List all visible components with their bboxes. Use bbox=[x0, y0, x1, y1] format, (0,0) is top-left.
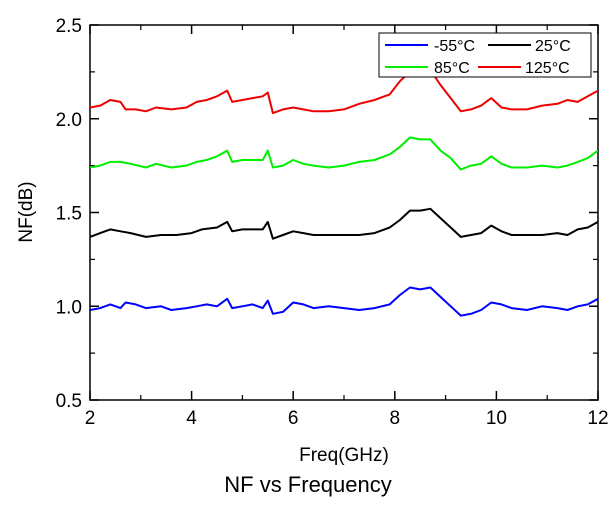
y-tick-label: 2.0 bbox=[56, 110, 82, 131]
nf-vs-frequency-chart: 2 4 6 8 10 12 0.5 1.0 1.5 2.0 2.5 Freq(GHz) NF(dB)… bbox=[16, 16, 609, 466]
x-tick-label: 2 bbox=[85, 408, 96, 429]
y-tick-label: 2.5 bbox=[56, 16, 82, 37]
legend-label-series-2: 85°C bbox=[434, 60, 470, 77]
series-line-0 bbox=[90, 286, 598, 317]
series-layer bbox=[90, 67, 598, 317]
legend: -55°C 25°C 85°C 125°C bbox=[378, 32, 592, 78]
x-tick-label: 8 bbox=[390, 408, 401, 429]
series-line-3 bbox=[90, 67, 598, 115]
series-line-1 bbox=[90, 207, 598, 240]
legend-box bbox=[378, 32, 592, 78]
y-tick-label: 1.5 bbox=[56, 204, 82, 225]
x-tick-label: 12 bbox=[587, 408, 608, 429]
y-tick-label: 1.0 bbox=[56, 297, 82, 318]
x-axis-label: Freq(GHz) bbox=[299, 445, 389, 466]
tick-labels: 2 4 6 8 10 12 0.5 1.0 1.5 2.0 2.5 bbox=[56, 16, 609, 429]
x-tick-label: 10 bbox=[486, 408, 507, 429]
legend-label-series-1: 25°C bbox=[535, 38, 571, 55]
chart-caption: NF vs Frequency bbox=[224, 472, 392, 497]
x-tick-label: 4 bbox=[186, 408, 197, 429]
y-axis-label: NF(dB) bbox=[16, 181, 37, 242]
y-tick-label: 0.5 bbox=[56, 391, 82, 412]
legend-label-series-0: -55°C bbox=[434, 38, 475, 55]
x-tick-label: 6 bbox=[288, 408, 299, 429]
plot-area bbox=[89, 24, 599, 401]
legend-label-series-3: 125°C bbox=[525, 60, 570, 77]
series-line-2 bbox=[90, 136, 598, 171]
